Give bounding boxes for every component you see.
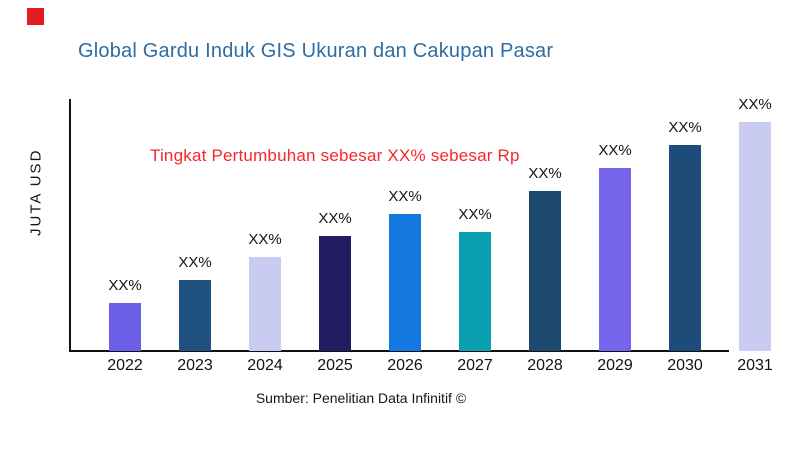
x-tick-2028: 2028 [527,357,563,374]
red-logo-square [27,8,44,25]
x-tick-2022: 2022 [107,357,143,374]
bar-value-label-2026: XX% [388,188,422,205]
bar-2027 [459,232,491,351]
y-axis-line [69,99,71,352]
x-tick-2027: 2027 [457,357,493,374]
bar-value-label-2029: XX% [598,142,632,159]
bar-2028 [529,191,561,351]
bar-value-label-2024: XX% [248,231,282,248]
x-tick-2030: 2030 [667,357,703,374]
chart-title: Global Gardu Induk GIS Ukuran dan Cakupa… [78,40,554,62]
bar-2022 [109,303,141,351]
x-tick-2023: 2023 [177,357,213,374]
growth-rate-annotation: Tingkat Pertumbuhan sebesar XX% sebesar … [150,146,520,165]
bar-2024 [249,257,281,351]
bar-2029 [599,168,631,351]
x-tick-2026: 2026 [387,357,423,374]
x-tick-2031: 2031 [737,357,773,374]
bar-value-label-2030: XX% [668,119,702,136]
bar-2031 [739,122,771,351]
x-tick-2025: 2025 [317,357,353,374]
x-tick-2029: 2029 [597,357,633,374]
bar-value-label-2025: XX% [318,210,352,227]
x-tick-2024: 2024 [247,357,283,374]
source-attribution: Sumber: Penelitian Data Infinitif © [255,390,467,406]
bar-2030 [669,145,701,351]
bar-2023 [179,280,211,351]
x-axis-line [69,350,729,352]
y-axis-label: JUTA USD [27,148,45,237]
bar-value-label-2022: XX% [108,277,142,294]
bar-value-label-2023: XX% [178,254,212,271]
bar-2025 [319,236,351,351]
bar-value-label-2028: XX% [528,165,562,182]
bar-value-label-2027: XX% [458,206,492,223]
bar-value-label-2031: XX% [738,96,772,113]
bar-2026 [389,214,421,351]
